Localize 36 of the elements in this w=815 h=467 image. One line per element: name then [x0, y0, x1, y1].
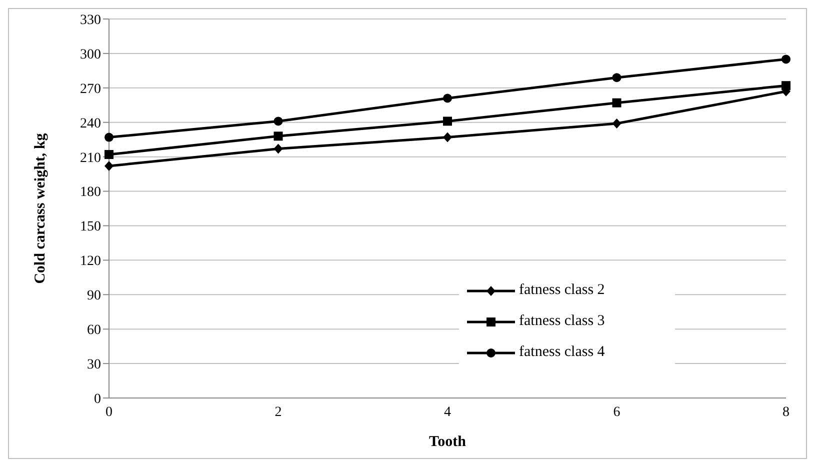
point: [612, 98, 622, 108]
point: [104, 132, 114, 142]
point: [274, 132, 283, 141]
legend-label: fatness class 4: [519, 344, 605, 361]
x-tick-label: 2: [274, 404, 282, 420]
point: [443, 132, 452, 142]
y-tick-label: 240: [80, 116, 101, 132]
point: [104, 161, 114, 172]
x-tick-label: 0: [106, 404, 112, 420]
point: [274, 116, 283, 126]
x-tick-label: 8: [782, 404, 790, 420]
legend-label: fatness class 3: [519, 313, 605, 330]
y-tick-label: 120: [80, 254, 101, 270]
y-tick-label: 60: [87, 323, 101, 338]
y-tick-label: 330: [80, 12, 101, 28]
point: [443, 94, 452, 103]
point: [443, 116, 452, 126]
point: [274, 144, 283, 154]
point: [104, 150, 114, 160]
y-tick-label: 0: [94, 392, 101, 407]
y-tick-label: 300: [80, 47, 101, 62]
point: [612, 118, 622, 129]
y-tick-label: 150: [80, 220, 101, 235]
y-tick-label: 180: [80, 185, 101, 200]
x-tick-label: 4: [444, 404, 451, 420]
y-tick-label: 90: [87, 288, 101, 304]
x-axis-title: Tooth: [429, 434, 467, 450]
y-axis-title: Cold carcass weight, kg: [32, 132, 48, 284]
x-tick-label: 6: [613, 404, 620, 420]
y-tick-label: 30: [87, 358, 101, 373]
point: [612, 73, 622, 82]
y-tick-label: 210: [80, 150, 101, 166]
legend-label: fatness class 2: [519, 282, 605, 299]
point: [782, 54, 790, 64]
y-tick-label: 270: [80, 82, 101, 97]
point: [782, 81, 790, 90]
